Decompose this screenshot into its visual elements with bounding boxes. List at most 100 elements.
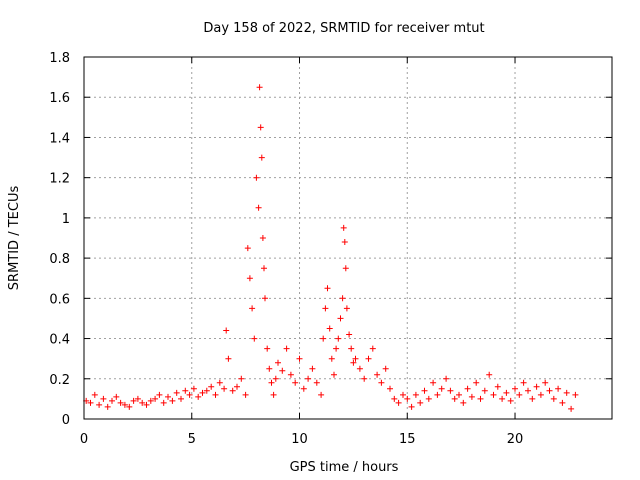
y-tick-label: 0.2 (49, 373, 70, 388)
data-point (195, 393, 202, 400)
data-point (464, 385, 471, 392)
data-points (83, 84, 579, 412)
data-point (234, 383, 240, 390)
data-point (251, 335, 258, 342)
data-point (279, 367, 286, 374)
data-point (249, 305, 256, 312)
data-point (443, 375, 450, 382)
data-point (412, 391, 419, 398)
y-tick-label: 1.6 (49, 91, 70, 106)
y-tick-label: 0.6 (49, 292, 70, 307)
data-point (324, 285, 331, 292)
data-point (109, 397, 115, 404)
data-point (134, 395, 141, 402)
y-tick-label: 1.8 (49, 51, 70, 66)
data-point (182, 387, 189, 394)
data-point (507, 397, 514, 404)
data-point (520, 379, 527, 386)
data-point (342, 265, 349, 272)
data-point (356, 365, 363, 372)
data-point (378, 379, 385, 386)
data-point (257, 124, 264, 131)
data-point (408, 403, 415, 410)
data-point (287, 371, 294, 378)
data-point (113, 393, 120, 400)
data-point (572, 391, 579, 398)
x-tick-label: 15 (399, 432, 416, 447)
data-point (516, 391, 523, 398)
data-point (305, 375, 312, 382)
data-point (438, 385, 445, 392)
data-point (555, 385, 562, 392)
data-point (404, 395, 411, 402)
data-point (258, 154, 265, 161)
data-point (169, 397, 176, 404)
data-point (490, 391, 497, 398)
data-point (499, 395, 506, 402)
data-point (525, 387, 531, 394)
data-point (139, 399, 146, 406)
y-tick-label: 0 (62, 413, 70, 428)
y-tick-label: 0.4 (49, 333, 70, 348)
data-point (341, 239, 348, 245)
data-point (460, 399, 467, 406)
data-point (104, 403, 111, 410)
data-point (100, 395, 107, 402)
data-point (320, 335, 327, 342)
data-point (292, 379, 299, 386)
data-point (400, 391, 406, 398)
data-point (242, 391, 249, 398)
data-point (272, 375, 279, 382)
data-point (221, 385, 228, 392)
chart-title: Day 158 of 2022, SRMTID for receiver mtu… (203, 21, 484, 36)
data-point (512, 385, 518, 392)
x-tick-label: 0 (80, 432, 88, 447)
data-point (529, 395, 536, 402)
data-point (229, 387, 236, 394)
data-point (546, 387, 553, 394)
data-point (203, 387, 210, 394)
data-point (91, 391, 98, 398)
data-point (160, 399, 167, 406)
data-point (331, 371, 337, 378)
y-tick-label: 1.4 (49, 131, 70, 146)
data-point (165, 393, 171, 400)
x-tick-label: 5 (188, 432, 196, 447)
data-point (256, 84, 263, 91)
data-point (130, 397, 137, 404)
data-point (346, 331, 353, 338)
data-point (477, 395, 484, 402)
data-point (126, 403, 133, 410)
data-point (417, 399, 424, 406)
data-point (559, 399, 566, 406)
data-point (178, 395, 184, 402)
data-point (259, 235, 266, 241)
data-point (503, 389, 510, 396)
data-point (333, 345, 340, 352)
data-point (542, 379, 549, 386)
x-tick-label: 20 (507, 432, 524, 447)
data-point (296, 355, 303, 362)
data-point (190, 385, 197, 392)
data-point (117, 399, 124, 406)
data-point (337, 315, 344, 322)
data-point (387, 385, 393, 392)
data-point (328, 355, 335, 362)
data-point (147, 397, 154, 404)
data-point (425, 395, 432, 402)
data-point (326, 325, 333, 332)
data-point (533, 383, 540, 390)
data-point (264, 345, 271, 352)
data-point (212, 391, 219, 398)
data-point (391, 395, 398, 402)
data-point (173, 389, 180, 396)
data-point (563, 389, 570, 396)
data-point (318, 391, 325, 398)
grid-lines (84, 57, 612, 419)
data-point (244, 245, 251, 252)
data-point (87, 399, 94, 406)
y-tick-label: 1.2 (49, 172, 70, 187)
data-point (374, 371, 381, 378)
data-point (283, 345, 290, 352)
data-point (313, 379, 320, 386)
